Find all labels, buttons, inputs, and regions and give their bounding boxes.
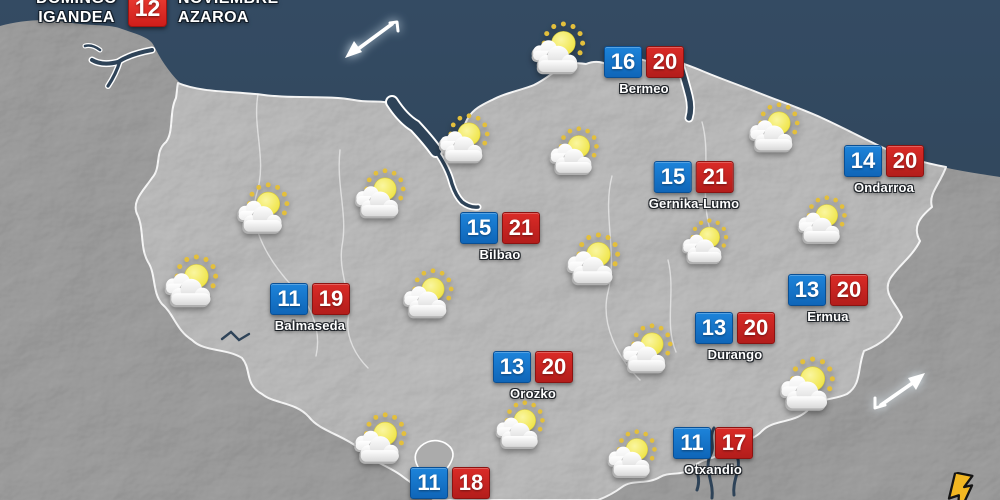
- town-name: Balmaseda: [274, 318, 346, 333]
- day-name-eu: IGANDEA: [38, 9, 115, 26]
- temp-max: 21: [696, 161, 734, 193]
- temperature-pair: 11 17: [673, 427, 753, 459]
- town-forecast: 15 21 Gernika-Lumo: [649, 161, 740, 211]
- town-name: Otxandio: [684, 462, 742, 477]
- temp-min: 11: [673, 427, 711, 459]
- town-name: Ermua: [807, 309, 849, 324]
- marsh-channels: [82, 43, 156, 89]
- town-forecast: 16 20 Bermeo: [604, 46, 684, 96]
- temp-min: 15: [460, 212, 498, 244]
- town-name: Bilbao: [479, 247, 521, 262]
- temp-min: 11: [410, 467, 448, 499]
- date-badge: 12: [128, 0, 168, 27]
- municipal-borders: [253, 93, 713, 381]
- temp-max: 19: [312, 283, 350, 315]
- temperature-pair: 14 20: [844, 145, 924, 177]
- temp-min: 13: [788, 274, 826, 306]
- month-name-es: NOVIEMBRE: [178, 0, 279, 8]
- town-forecast: 11 19 Balmaseda: [270, 283, 350, 333]
- lightning-icon: [947, 471, 974, 500]
- weather-icon-partly-cloudy: [737, 102, 807, 161]
- town-forecast: 13 20 Ermua: [788, 274, 868, 324]
- temp-min: 11: [270, 283, 308, 315]
- town-name: Orozko: [510, 386, 556, 401]
- temp-min: 15: [654, 161, 692, 193]
- day-names: DOMINGO IGANDEA: [36, 0, 117, 27]
- weather-icon-partly-cloudy: [519, 21, 593, 83]
- temp-max: 21: [502, 212, 540, 244]
- temperature-pair: 13 20: [493, 351, 573, 383]
- weather-icon-partly-cloudy: [427, 113, 497, 172]
- weather-icon-partly-cloudy: [342, 412, 414, 472]
- town-name: Bermeo: [619, 81, 669, 96]
- weather-icon-partly-cloudy: [786, 195, 854, 252]
- date-header: DOMINGO IGANDEA 12 NOVIEMBRE AZAROA: [36, 0, 279, 27]
- town-name: Durango: [707, 347, 763, 362]
- town-forecast: 15 21 Bilbao: [460, 212, 540, 262]
- weather-icon-partly-cloudy: [225, 182, 297, 242]
- temperature-pair: 13 20: [695, 312, 775, 344]
- wind-arrow-northeast: [873, 373, 925, 410]
- weather-icon-partly-cloudy: [671, 218, 735, 272]
- month-names: NOVIEMBRE AZAROA: [178, 0, 279, 27]
- estuary-bilbao: [385, 95, 482, 211]
- month-name-eu: AZAROA: [178, 9, 249, 26]
- temp-max: 20: [737, 312, 775, 344]
- town-forecast: 13 20 Durango: [695, 312, 775, 362]
- town-forecast: 14 20 Ondarroa: [844, 145, 924, 195]
- temperature-pair: 16 20: [604, 46, 684, 78]
- temp-min: 13: [493, 351, 531, 383]
- weather-icon-partly-cloudy: [554, 232, 628, 294]
- weather-icon-partly-cloudy: [610, 323, 680, 382]
- temperature-pair: 11 18: [410, 467, 490, 499]
- town-name: Ondarroa: [853, 180, 915, 195]
- day-name-es: DOMINGO: [36, 0, 117, 8]
- temp-max: 17: [715, 427, 753, 459]
- town-forecast: 11 18: [410, 467, 490, 499]
- wind-arrow-southwest: [345, 20, 400, 58]
- temp-min: 16: [604, 46, 642, 78]
- temperature-pair: 13 20: [788, 274, 868, 306]
- temperature-pair: 11 19: [270, 283, 350, 315]
- town-forecast: 13 20 Orozko: [493, 351, 573, 401]
- weather-icon-partly-cloudy: [484, 400, 552, 457]
- temp-max: 20: [535, 351, 573, 383]
- temp-max: 20: [646, 46, 684, 78]
- temp-min: 14: [844, 145, 882, 177]
- weather-icon-partly-cloudy: [538, 126, 606, 183]
- town-name: Gernika-Lumo: [648, 196, 740, 211]
- weather-icon-partly-cloudy: [767, 356, 843, 420]
- temp-min: 13: [695, 312, 733, 344]
- weather-icon-partly-cloudy: [343, 168, 413, 227]
- weather-icon-partly-cloudy: [152, 254, 226, 316]
- temperature-pair: 15 21: [460, 212, 540, 244]
- temperature-pair: 15 21: [654, 161, 734, 193]
- weather-icon-partly-cloudy: [391, 268, 461, 327]
- temp-max: 18: [452, 467, 490, 499]
- temp-max: 20: [830, 274, 868, 306]
- weather-icon-partly-cloudy: [596, 429, 664, 486]
- temp-max: 20: [886, 145, 924, 177]
- town-forecast: 11 17 Otxandio: [673, 427, 753, 477]
